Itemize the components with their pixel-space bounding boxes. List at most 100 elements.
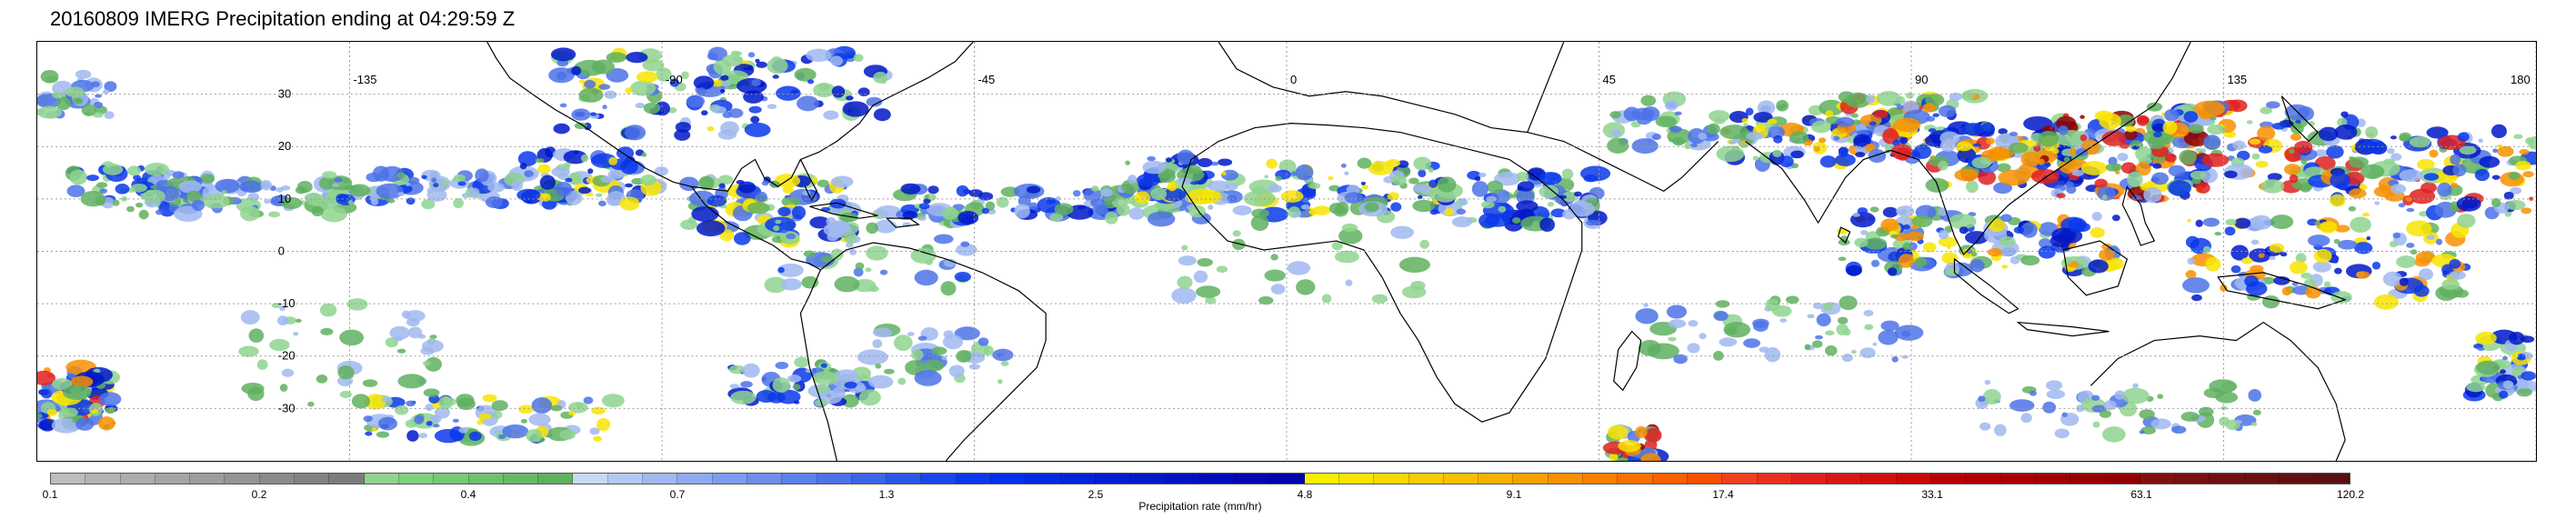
- precipitation-cell: [2214, 232, 2222, 236]
- precipitation-cell: [1345, 279, 1353, 286]
- precipitation-cell: [1054, 203, 1074, 215]
- precipitation-cell: [2201, 148, 2207, 153]
- precipitation-cell: [145, 163, 169, 176]
- precipitation-cell: [1165, 157, 1172, 163]
- precipitation-cell: [1104, 211, 1118, 225]
- precipitation-cell: [855, 384, 867, 392]
- precipitation-cell: [602, 105, 607, 110]
- precipitation-cell: [1949, 92, 1962, 102]
- precipitation-cell: [1971, 156, 1992, 169]
- colorbar-tick-label: 0.4: [460, 488, 476, 501]
- precipitation-cell: [431, 177, 437, 184]
- precipitation-cell: [893, 334, 913, 352]
- precipitation-map: -135 -90 -45 0 45 90 135 180 30 20 10 0 -10 -20 -30: [36, 41, 2537, 462]
- precipitation-cell: [2330, 194, 2346, 207]
- precipitation-cell: [2147, 135, 2166, 150]
- precipitation-cell: [401, 310, 411, 319]
- precipitation-cell: [2255, 160, 2269, 168]
- precipitation-cell: [2058, 228, 2083, 244]
- colorbar-segment: [887, 474, 922, 484]
- precipitation-cell: [1978, 395, 1986, 403]
- precipitation-cell: [2501, 355, 2509, 361]
- precipitation-cell: [2225, 218, 2237, 226]
- precipitation-cell: [698, 175, 715, 191]
- precipitation-cell: [596, 193, 603, 197]
- precipitation-cell: [1579, 165, 1611, 182]
- precipitation-cell: [2164, 153, 2177, 163]
- precipitation-cell: [2528, 135, 2536, 150]
- precipitation-cell: [2038, 238, 2052, 249]
- colorbar-segment: [2280, 474, 2315, 484]
- precipitation-cell: [191, 199, 205, 211]
- precipitation-cell: [1716, 145, 1745, 163]
- precipitation-cell: [823, 110, 839, 120]
- precipitation-cell: [1167, 181, 1178, 192]
- precipitation-cell: [2366, 235, 2371, 241]
- precipitation-cell: [571, 108, 591, 121]
- precipitation-cell: [2151, 172, 2169, 185]
- precipitation-cell: [1814, 146, 1820, 152]
- colorbar-segment: [1026, 474, 1061, 484]
- precipitation-cell: [1909, 242, 1918, 251]
- precipitation-cell: [1870, 259, 1880, 267]
- precipitation-cell: [316, 374, 328, 384]
- precipitation-cell: [394, 404, 409, 415]
- madagascar-coast: [1613, 330, 1642, 392]
- precipitation-cell: [1891, 355, 1899, 363]
- longitude-label: 135: [2227, 73, 2247, 86]
- precipitation-cell: [1302, 198, 1309, 204]
- precipitation-cell: [2020, 222, 2038, 238]
- precipitation-cell: [2516, 380, 2530, 390]
- india-coast: [1745, 141, 1891, 225]
- precipitation-cell: [625, 183, 633, 188]
- precipitation-cell: [1539, 217, 1555, 232]
- precipitation-cell: [1630, 121, 1641, 128]
- colorbar-tick-label: 9.1: [1506, 488, 1522, 501]
- precipitation-cell: [322, 171, 337, 179]
- colorbar-segment: [747, 474, 783, 484]
- precipitation-cell: [2157, 394, 2164, 399]
- precipitation-cell: [2054, 428, 2070, 439]
- precipitation-cell: [2348, 205, 2357, 212]
- precipitation-cell: [933, 234, 954, 245]
- precipitation-cell: [2406, 220, 2432, 237]
- precipitation-cell: [280, 185, 291, 191]
- precipitation-cell: [1148, 211, 1176, 227]
- precipitation-cell: [115, 184, 130, 195]
- precipitation-cell: [1878, 330, 1899, 345]
- precipitation-cell: [2249, 138, 2261, 145]
- precipitation-cell: [2042, 401, 2057, 414]
- precipitation-cell: [597, 200, 606, 207]
- precipitation-cell: [839, 212, 858, 223]
- precipitation-cell: [2492, 148, 2499, 154]
- precipitation-cell: [931, 346, 947, 355]
- precipitation-cell: [1188, 205, 1206, 218]
- precipitation-cell: [654, 166, 668, 176]
- precipitation-cell: [740, 381, 753, 388]
- precipitation-cell: [1095, 204, 1108, 216]
- precipitation-cell: [2399, 132, 2411, 142]
- precipitation-cell: [811, 176, 818, 184]
- precipitation-cell: [535, 157, 545, 164]
- precipitation-cell: [941, 206, 959, 220]
- precipitation-cell: [339, 391, 352, 398]
- precipitation-cell: [1149, 187, 1168, 201]
- precipitation-cell: [238, 345, 259, 357]
- precipitation-cell: [457, 181, 466, 186]
- precipitation-cell: [2135, 162, 2151, 176]
- precipitation-cell: [1112, 197, 1128, 208]
- precipitation-cell: [669, 78, 679, 87]
- colorbar-segment: [2314, 474, 2350, 484]
- precipitation-cell: [1321, 294, 1332, 304]
- precipitation-cell: [667, 106, 677, 114]
- precipitation-cell: [240, 205, 260, 222]
- colorbar-segment: [1896, 474, 1932, 484]
- precipitation-cell: [2313, 248, 2332, 264]
- precipitation-cell: [693, 75, 715, 90]
- cuba-coast: [809, 202, 878, 219]
- precipitation-cell: [1769, 298, 1779, 305]
- precipitation-cell: [2183, 111, 2199, 123]
- precipitation-cell: [276, 315, 289, 326]
- precipitation-cell: [1290, 171, 1298, 176]
- precipitation-cell: [817, 179, 829, 188]
